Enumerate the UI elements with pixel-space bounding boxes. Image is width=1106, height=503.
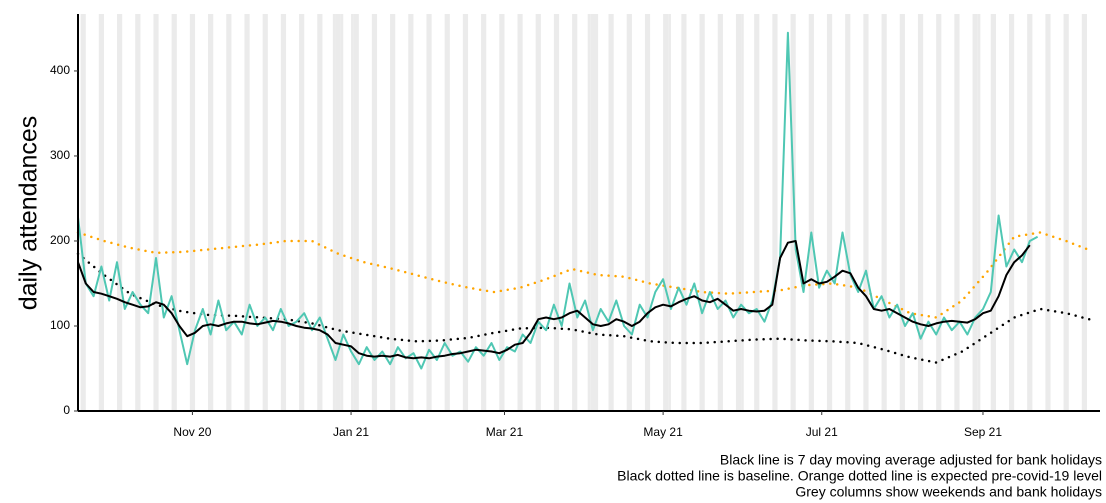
y-tick-label: 300: [50, 148, 70, 162]
grey-column: [481, 14, 487, 411]
grey-column: [80, 14, 86, 411]
grey-column: [426, 14, 432, 411]
grey-column: [226, 14, 232, 411]
axis-layer: 0 100 200 300 400 Nov 20 Jan 21 Mar 21 May 21 Jul…: [50, 14, 1102, 500]
x-tick-label: Mar 21: [486, 425, 524, 439]
grey-column: [717, 14, 723, 411]
grey-column: [681, 14, 687, 411]
grey-column: [735, 14, 742, 411]
y-tick-label: 100: [50, 318, 70, 332]
grey-column: [280, 14, 287, 411]
grey-column: [171, 14, 177, 411]
grey-column: [754, 14, 760, 411]
grey-column: [972, 14, 978, 411]
grey-column: [977, 14, 981, 411]
y-tick-label: 400: [50, 63, 70, 77]
grey-column: [153, 14, 159, 411]
grey-column: [189, 14, 196, 411]
grey-column: [390, 14, 396, 411]
grey-column: [790, 14, 796, 411]
grey-column: [845, 14, 851, 411]
dotted-line: [76, 252, 1094, 364]
y-tick-label: 200: [50, 233, 70, 247]
grey-column: [408, 14, 414, 411]
grey-column: [936, 14, 942, 411]
grey-column: [863, 14, 869, 411]
y-axis-title: daily attendances: [15, 116, 43, 311]
grey-column: [499, 14, 505, 411]
grey-column: [590, 14, 596, 411]
grey-column: [371, 14, 378, 411]
grey-column: [1027, 14, 1033, 411]
grey-column: [353, 14, 359, 411]
grey-column: [98, 14, 105, 411]
grey-column: [587, 14, 591, 411]
grey-column: [340, 14, 344, 411]
line: [77, 31, 1039, 370]
grey-column: [553, 14, 560, 411]
footnote: Black dotted line is baseline. Orange do…: [617, 468, 1102, 484]
grey-column: [208, 14, 214, 411]
grey-column: [117, 14, 123, 411]
grey-column: [990, 14, 996, 411]
grey-column: [1063, 14, 1069, 411]
grey-column: [595, 14, 599, 411]
x-tick-label: Jul 21: [806, 425, 838, 439]
grey-column: [299, 14, 305, 411]
grey-column: [535, 14, 541, 411]
grey-column: [335, 14, 341, 411]
grey-column: [881, 14, 887, 411]
grey-column: [351, 14, 354, 411]
x-tick-label: Sep 21: [964, 425, 1002, 439]
background-layer: [80, 14, 1087, 411]
grey-column: [699, 14, 705, 411]
grey-column: [135, 14, 141, 411]
grey-column: [1008, 14, 1015, 411]
grey-column: [741, 14, 744, 411]
grey-column: [899, 14, 905, 411]
grey-column: [317, 14, 323, 411]
grey-column: [262, 14, 268, 411]
grey-column: [772, 14, 778, 411]
footnote: Black line is 7 day moving average adjus…: [720, 452, 1102, 468]
x-tick-label: May 21: [643, 425, 683, 439]
line: [77, 240, 1031, 360]
grey-column: [332, 14, 336, 411]
grey-column: [444, 14, 450, 411]
grey-column: [1045, 14, 1051, 411]
grey-column: [572, 14, 578, 411]
grey-column: [668, 14, 671, 411]
grey-column: [608, 14, 614, 411]
grey-column: [808, 14, 814, 411]
grey-column: [517, 14, 523, 411]
grey-column: [1081, 14, 1087, 411]
grey-column: [462, 14, 469, 411]
line-layer: [76, 31, 1094, 370]
grey-column: [954, 14, 960, 411]
grey-column: [826, 14, 833, 411]
x-tick-label: Jan 21: [333, 425, 369, 439]
footnote: Grey columns show weekends and bank holi…: [795, 484, 1102, 500]
grey-column: [626, 14, 632, 411]
grey-column: [244, 14, 250, 411]
grey-column: [663, 14, 669, 411]
grey-column: [644, 14, 651, 411]
y-tick-label: 0: [63, 403, 70, 417]
grey-column: [917, 14, 924, 411]
x-tick-label: Nov 20: [173, 425, 211, 439]
